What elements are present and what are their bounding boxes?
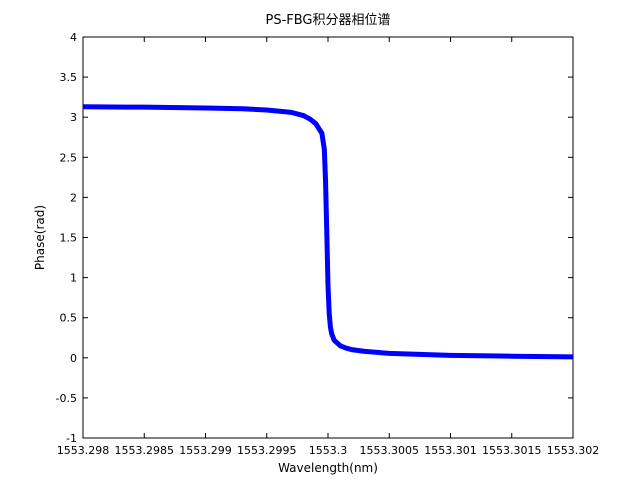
y-tick-label-7: 2.5 — [60, 151, 78, 164]
x-tick-label-6: 1553.301 — [424, 444, 477, 457]
x-tick-label-0: 1553.298 — [57, 444, 110, 457]
series-line-0 — [82, 104, 574, 360]
x-tick-label-2: 1553.299 — [179, 444, 232, 457]
x-tick-label-8: 1553.302 — [547, 444, 600, 457]
y-tick-label-10: 4 — [70, 31, 77, 44]
x-axis-title: Wavelength(nm) — [278, 461, 378, 475]
x-tick-label-1: 1553.2985 — [115, 444, 175, 457]
y-tick-label-2: 0 — [70, 352, 77, 365]
y-tick-label-1: -0.5 — [56, 392, 77, 405]
x-tick-label-3: 1553.2995 — [237, 444, 297, 457]
y-axis-title: Phase(rad) — [33, 205, 47, 270]
y-tick-label-8: 3 — [70, 111, 77, 124]
x-tick-label-5: 1553.3005 — [360, 444, 420, 457]
y-tick-label-0: -1 — [66, 432, 77, 445]
y-tick-label-3: 0.5 — [60, 312, 78, 325]
y-tick-label-6: 2 — [70, 191, 77, 204]
x-tick-label-4: 1553.3 — [309, 444, 348, 457]
chart-title: PS-FBG积分器相位谱 — [265, 13, 390, 28]
x-tick-label-7: 1553.3015 — [482, 444, 542, 457]
y-tick-label-9: 3.5 — [60, 71, 78, 84]
y-tick-label-5: 1.5 — [60, 232, 78, 245]
y-tick-label-4: 1 — [70, 272, 77, 285]
